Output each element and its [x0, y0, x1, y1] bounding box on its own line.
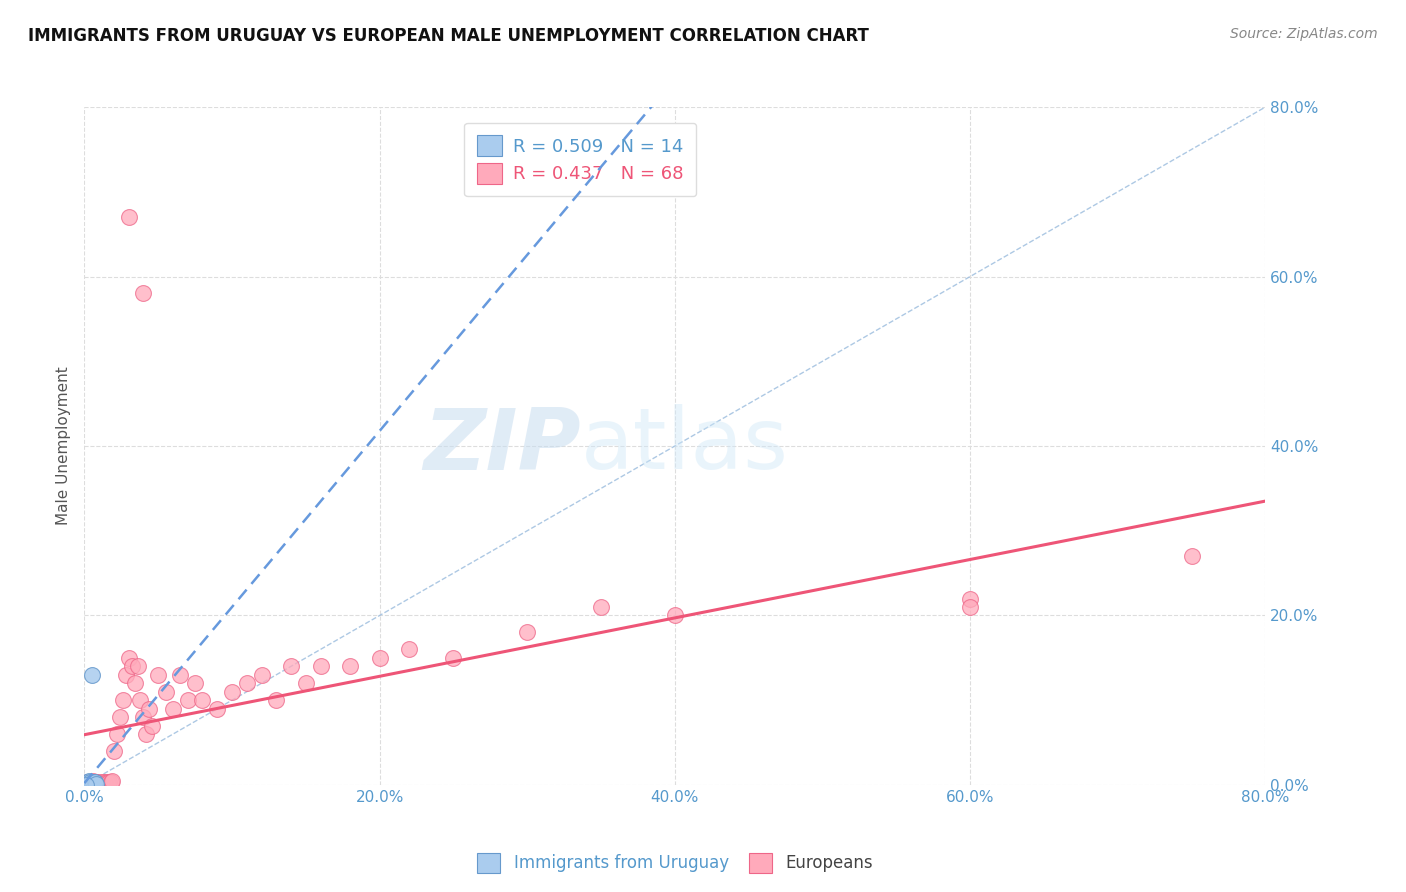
Point [127, 659, 149, 673]
Point [108, 710, 131, 724]
Point [83, 777, 105, 791]
Point [280, 659, 302, 673]
Point [141, 719, 163, 733]
Point [80, 775, 103, 789]
Point [664, 608, 686, 623]
Point [516, 625, 538, 640]
Point [236, 676, 259, 690]
Point [114, 667, 136, 681]
Point [87, 776, 111, 790]
Point [191, 693, 214, 707]
Point [82, 775, 104, 789]
Point [118, 211, 141, 225]
Point [111, 693, 134, 707]
Point [221, 685, 243, 699]
Point [77, 773, 100, 788]
Point [97, 776, 120, 790]
Point [266, 693, 288, 707]
Point [80, 777, 103, 791]
Point [162, 701, 184, 715]
Point [84, 774, 107, 789]
Point [90, 776, 112, 790]
Point [75, 777, 97, 791]
Point [132, 286, 155, 301]
Point [76, 775, 98, 789]
Point [76, 775, 98, 789]
Point [98, 774, 121, 789]
Point [184, 676, 207, 690]
Point [959, 599, 981, 614]
Point [101, 773, 124, 788]
Legend: Immigrants from Uruguay, Europeans: Immigrants from Uruguay, Europeans [470, 847, 880, 880]
Point [100, 775, 122, 789]
Text: IMMIGRANTS FROM URUGUAY VS EUROPEAN MALE UNEMPLOYMENT CORRELATION CHART: IMMIGRANTS FROM URUGUAY VS EUROPEAN MALE… [28, 27, 869, 45]
Point [80, 667, 103, 681]
Point [86, 775, 108, 789]
Point [83, 775, 105, 789]
Point [79, 777, 101, 791]
Point [177, 693, 200, 707]
Point [118, 651, 141, 665]
Point [295, 676, 318, 690]
Point [121, 659, 143, 673]
Point [82, 773, 104, 788]
Point [309, 659, 332, 673]
Point [79, 775, 101, 789]
Point [94, 776, 117, 790]
Point [83, 775, 105, 789]
Point [77, 777, 100, 791]
Point [79, 775, 101, 789]
Point [339, 659, 361, 673]
Point [129, 693, 152, 707]
Point [93, 774, 115, 789]
Point [76, 776, 98, 790]
Point [84, 776, 107, 790]
Point [103, 744, 125, 758]
Point [75, 778, 97, 792]
Point [80, 777, 103, 791]
Text: atlas: atlas [581, 404, 789, 488]
Point [148, 667, 170, 681]
Point [91, 775, 114, 789]
Point [96, 775, 118, 789]
Point [135, 727, 157, 741]
Legend: R = 0.509   N = 14, R = 0.437   N = 68: R = 0.509 N = 14, R = 0.437 N = 68 [464, 123, 696, 196]
Point [75, 776, 97, 790]
Point [250, 667, 273, 681]
Point [82, 777, 104, 791]
Point [368, 651, 391, 665]
Point [1181, 549, 1204, 564]
Point [77, 776, 100, 790]
Point [155, 685, 177, 699]
Point [75, 777, 97, 791]
Text: ZIP: ZIP [423, 404, 581, 488]
Point [77, 774, 100, 789]
Point [84, 777, 107, 791]
Point [124, 676, 146, 690]
Point [82, 776, 104, 790]
Point [105, 727, 128, 741]
Point [76, 777, 98, 791]
Text: Source: ZipAtlas.com: Source: ZipAtlas.com [1230, 27, 1378, 41]
Point [169, 667, 191, 681]
Point [138, 701, 160, 715]
Point [86, 777, 108, 791]
Point [207, 701, 229, 715]
Point [132, 710, 155, 724]
Point [76, 777, 98, 791]
Point [77, 777, 100, 791]
Point [443, 651, 465, 665]
Point [398, 642, 420, 657]
Point [77, 776, 100, 790]
Point [591, 599, 613, 614]
Point [959, 591, 981, 606]
Point [79, 776, 101, 790]
Y-axis label: Male Unemployment: Male Unemployment [56, 367, 72, 525]
